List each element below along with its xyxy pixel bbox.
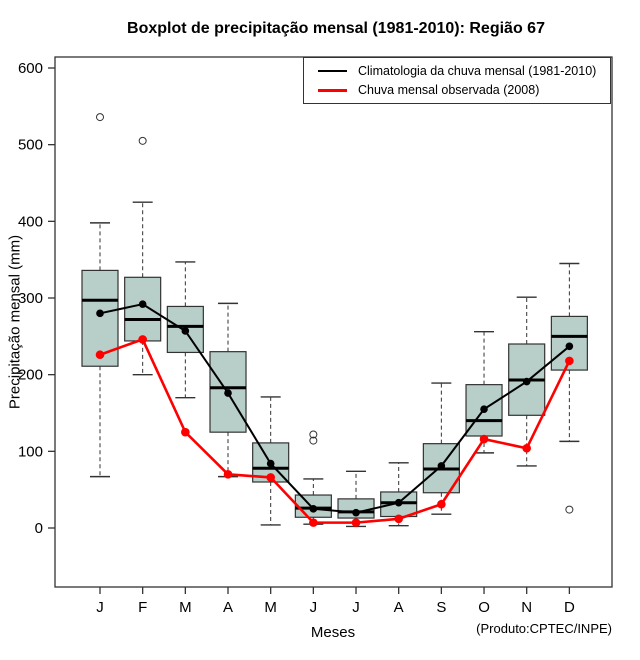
x-tick-label: A	[223, 599, 233, 616]
y-tick-label: 600	[18, 60, 43, 77]
series-line	[99, 337, 571, 524]
series-point	[309, 518, 318, 527]
x-tick-label: N	[521, 599, 532, 616]
series-point	[224, 389, 232, 397]
x-tick-label: D	[564, 599, 575, 616]
series-point	[181, 327, 190, 335]
climatology-series	[96, 300, 574, 517]
box-0	[81, 113, 119, 478]
box-9	[465, 331, 503, 454]
observed-line-swatch	[318, 88, 347, 92]
box-6	[337, 470, 375, 528]
y-tick-label: 200	[18, 367, 43, 384]
iqr-box	[465, 384, 503, 437]
x-tick-label: S	[436, 599, 446, 616]
outlier-point	[96, 113, 104, 122]
y-tick-label: 500	[18, 137, 43, 154]
x-tick-label: M	[179, 599, 192, 616]
series-point	[437, 462, 446, 470]
series-point	[309, 505, 318, 513]
series-point	[522, 443, 531, 453]
series-point	[138, 335, 147, 344]
x-axis-label: Meses	[310, 624, 356, 641]
series-point	[565, 342, 574, 351]
outlier-point	[309, 436, 318, 445]
box-1	[124, 136, 162, 376]
iqr-box	[380, 491, 418, 518]
series-point	[223, 470, 233, 479]
series-point	[266, 473, 275, 482]
legend-label-climatology: Climatologia da chuva mensal (1981-2010)	[358, 64, 597, 78]
series-point	[351, 518, 361, 527]
y-tick-label: 300	[18, 290, 43, 307]
series-point	[437, 499, 446, 509]
x-tick-label: J	[310, 599, 318, 616]
outlier-point	[565, 505, 574, 514]
series-line	[99, 303, 571, 514]
series-point	[480, 405, 488, 413]
outlier-point	[138, 136, 147, 145]
series-point	[479, 434, 489, 444]
iqr-box	[124, 276, 162, 342]
series-point	[522, 377, 531, 386]
legend-item-observed: Chuva mensal observada (2008)	[318, 83, 610, 97]
x-tick-label: F	[138, 599, 147, 616]
x-tick-label: O	[478, 599, 490, 616]
legend-item-climatology: Climatologia da chuva mensal (1981-2010)	[318, 64, 610, 78]
box-7	[380, 462, 418, 527]
observed-series	[95, 335, 574, 527]
x-tick-label: M	[264, 599, 277, 616]
series-point	[95, 350, 105, 360]
series-point	[266, 459, 275, 468]
chart-title: Boxplot de precipitação mensal (1981-201…	[127, 20, 545, 37]
climatology-line-swatch	[318, 70, 347, 72]
x-tick-label: J	[352, 599, 360, 616]
y-tick-label: 400	[18, 213, 43, 230]
legend-label-observed: Chuva mensal observada (2008)	[358, 83, 540, 97]
series-point	[394, 514, 403, 524]
y-tick-label: 0	[35, 520, 43, 537]
series-point	[181, 427, 190, 437]
product-footnote: (Produto:CPTEC/INPE)	[476, 621, 612, 636]
series-point	[96, 309, 104, 318]
y-tick-label: 100	[18, 443, 43, 460]
series-point	[565, 356, 574, 366]
x-tick-label: J	[96, 599, 104, 616]
series-point	[394, 498, 403, 507]
series-point	[138, 300, 147, 308]
y-axis: 0 100 200 300 400 500 600	[18, 60, 55, 537]
outlier-point	[309, 430, 318, 439]
y-axis-label: Precipitação mensal (mm)	[6, 234, 24, 410]
legend: Climatologia da chuva mensal (1981-2010)…	[303, 57, 611, 104]
series-point	[352, 508, 360, 517]
x-tick-label: A	[394, 599, 404, 616]
